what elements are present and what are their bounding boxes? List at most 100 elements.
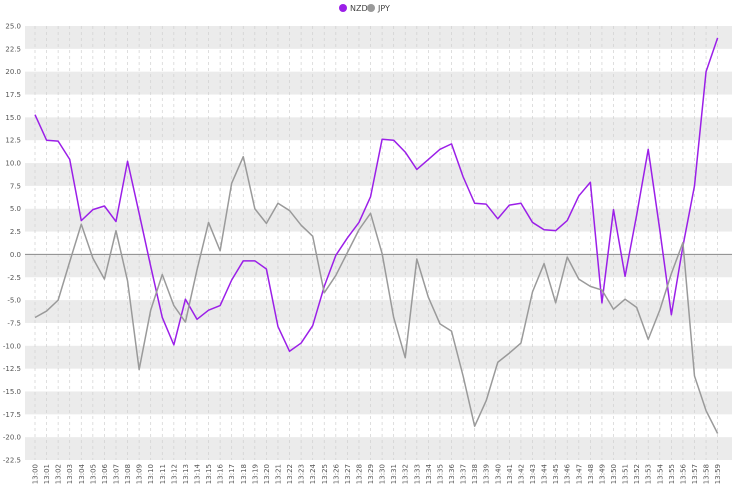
- y-tick-label: 22.5: [5, 45, 21, 53]
- x-tick-label: 13:22: [286, 464, 294, 484]
- x-tick-label: 13:30: [379, 464, 387, 484]
- x-tick-label: 13:31: [390, 464, 398, 484]
- x-tick-label: 13:56: [679, 463, 687, 484]
- grid-band: [25, 391, 732, 415]
- x-tick-label: 13:26: [332, 463, 340, 484]
- series-line-nzd: [34, 37, 719, 353]
- x-tick-label: 13:20: [263, 464, 271, 484]
- x-tick-label: 13:42: [517, 464, 525, 484]
- x-tick-label: 13:27: [344, 464, 352, 484]
- x-tick-label: 13:19: [251, 464, 259, 484]
- x-tick-label: 13:12: [170, 464, 178, 484]
- x-tick-label: 13:44: [541, 463, 549, 484]
- x-tick-label: 13:50: [610, 464, 618, 484]
- x-tick-label: 13:49: [598, 464, 606, 484]
- x-tick-label: 13:40: [494, 464, 502, 484]
- y-tick-label: -7.5: [7, 319, 21, 327]
- legend: NZD JPY: [339, 4, 390, 13]
- y-tick-label: 5.0: [10, 205, 21, 213]
- x-tick-label: 13:24: [309, 463, 317, 484]
- x-tick-label: 13:34: [425, 463, 433, 484]
- grid-band: [25, 163, 732, 186]
- grid-band: [25, 254, 732, 278]
- grid-band: [25, 300, 732, 323]
- x-tick-label: 13:15: [205, 464, 213, 484]
- x-tick-label: 13:11: [159, 464, 167, 484]
- x-tick-label: 13:17: [228, 464, 236, 484]
- x-tick-label: 13:48: [587, 464, 595, 484]
- y-tick-label: 25.0: [5, 23, 21, 31]
- x-tick-label: 13:37: [460, 464, 468, 484]
- series-line-jpy: [34, 155, 719, 434]
- x-tick-label: 13:35: [436, 464, 444, 484]
- x-tick-label: 13:36: [448, 463, 456, 484]
- y-tick-label: -15.0: [3, 388, 21, 396]
- x-tick-label: 13:28: [355, 464, 363, 484]
- series-lines: [34, 37, 719, 434]
- y-tick-label: 10.0: [5, 160, 21, 168]
- y-tick-label: 0.0: [10, 251, 21, 259]
- x-tick-label: 13:52: [633, 464, 641, 484]
- x-tick-label: 13:01: [43, 464, 51, 484]
- x-tick-label: 13:07: [112, 464, 120, 484]
- x-tick-label: 13:54: [656, 463, 664, 484]
- y-tick-label: 2.5: [10, 228, 21, 236]
- x-tick-label: 13:45: [552, 464, 560, 484]
- x-tick-label: 13:43: [529, 464, 537, 484]
- x-tick-label: 13:46: [564, 463, 572, 484]
- x-axis: 13:00 13:01 13:02 13:03 13:04 13:05 13:06 13:07…: [32, 463, 723, 484]
- x-tick-label: 13:47: [575, 464, 583, 484]
- grid-band: [25, 437, 732, 460]
- x-tick-label: 13:06: [101, 463, 109, 484]
- x-tick-label: 13:41: [506, 464, 514, 484]
- y-axis: 25.0 22.5 20.0 17.5 15.0 12.5 10.0 7.5 5.0 2.5 0.0…: [3, 23, 21, 465]
- x-tick-label: 13:21: [274, 464, 282, 484]
- x-tick-label: 13:09: [136, 464, 144, 484]
- x-tick-label: 13:18: [240, 464, 248, 484]
- x-tick-label: 13:23: [298, 464, 306, 484]
- x-tick-label: 13:00: [32, 464, 40, 484]
- background-bands: [25, 26, 732, 460]
- x-tick-label: 13:57: [691, 464, 699, 484]
- grid-band: [25, 208, 732, 232]
- y-tick-label: -12.5: [3, 365, 21, 373]
- y-tick-label: 7.5: [10, 182, 21, 190]
- y-tick-label: -20.0: [3, 434, 21, 442]
- x-tick-label: 13:58: [703, 464, 711, 484]
- y-tick-label: -2.5: [7, 274, 21, 282]
- y-tick-label: 15.0: [5, 114, 21, 122]
- y-tick-label: -22.5: [3, 457, 21, 465]
- x-tick-label: 13:03: [66, 464, 74, 484]
- x-tick-label: 13:38: [471, 464, 479, 484]
- x-tick-label: 13:04: [78, 463, 86, 484]
- x-tick-label: 13:39: [483, 464, 491, 484]
- vertical-gridlines: [34, 26, 718, 460]
- y-tick-label: 20.0: [5, 68, 21, 76]
- x-tick-label: 13:51: [622, 464, 630, 484]
- x-tick-label: 13:32: [402, 464, 410, 484]
- y-tick-label: 12.5: [5, 137, 21, 145]
- legend-label-jpy: JPY: [377, 4, 390, 13]
- legend-marker-jpy: [367, 4, 375, 12]
- x-tick-label: 13:05: [89, 464, 97, 484]
- x-tick-label: 13:53: [645, 464, 653, 484]
- grid-band: [25, 26, 732, 49]
- grid-band: [25, 345, 732, 369]
- y-tick-label: -5.0: [7, 297, 21, 305]
- x-tick-label: 13:14: [193, 463, 201, 484]
- x-tick-label: 13:08: [124, 464, 132, 484]
- x-tick-label: 13:02: [55, 464, 63, 484]
- grid-band: [25, 71, 732, 95]
- grid-band: [25, 117, 732, 141]
- x-tick-label: 13:59: [714, 464, 722, 484]
- x-tick-label: 13:55: [668, 464, 676, 484]
- x-tick-label: 13:25: [321, 464, 329, 484]
- y-tick-label: -10.0: [3, 342, 21, 350]
- x-tick-label: 13:16: [217, 463, 225, 484]
- x-tick-label: 13:13: [182, 464, 190, 484]
- x-tick-label: 13:10: [147, 464, 155, 484]
- legend-label-nzd: NZD: [350, 4, 368, 13]
- x-tick-label: 13:29: [367, 464, 375, 484]
